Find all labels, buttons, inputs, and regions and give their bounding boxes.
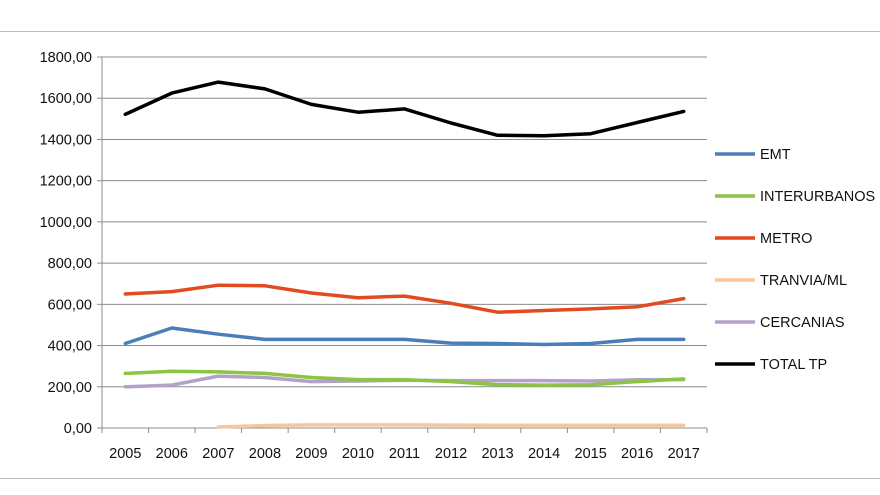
series-line-tranvia-ml	[216, 423, 686, 429]
y-tick-label: 800,00	[48, 256, 92, 272]
y-tick-label: 1600,00	[40, 91, 92, 107]
y-tick-label: 0,00	[64, 421, 92, 437]
series-line-total-tp	[123, 80, 686, 138]
x-tick-label: 2012	[435, 446, 467, 462]
legend-label-interurbanos: INTERURBANOS	[760, 189, 875, 205]
x-tick-label: 2007	[202, 446, 234, 462]
series-lines	[123, 80, 686, 429]
y-tick-label: 1400,00	[40, 132, 92, 148]
legend-label-total-tp: TOTAL TP	[760, 357, 827, 373]
legend-label-emt: EMT	[760, 147, 791, 163]
y-tick-label: 1800,00	[40, 50, 92, 66]
x-tick-label: 2013	[481, 446, 513, 462]
series-line-metro	[123, 283, 686, 314]
x-tick-label: 2011	[389, 446, 420, 462]
y-tick-label: 1200,00	[40, 174, 92, 190]
y-tick-labels: 0,00 200,00 400,00 600,00 800,00 1000,00 1200,…	[40, 50, 92, 437]
y-tick-label: 1000,00	[40, 215, 92, 231]
line-chart: 0,00 200,00 400,00 600,00 800,00 1000,00 1200,…	[40, 50, 876, 462]
x-tick-label: 2010	[342, 446, 374, 462]
gridlines	[102, 56, 707, 388]
x-tick-label: 2016	[621, 446, 653, 462]
x-tick-label: 2006	[156, 446, 188, 462]
x-tick-label: 2017	[668, 446, 700, 462]
y-tick-label: 400,00	[48, 339, 92, 355]
x-tick-labels: 2005 2006 2007 2008 2009 2010 2011 2012 2013 2014…	[109, 446, 700, 462]
chart-frame: 0,00 200,00 400,00 600,00 800,00 1000,00 1200,…	[0, 31, 880, 479]
y-tick-label: 600,00	[48, 297, 92, 313]
x-tick-label: 2009	[295, 446, 327, 462]
x-tick-label: 2015	[575, 446, 607, 462]
x-tick-label: 2008	[249, 446, 281, 462]
y-tick-label: 200,00	[48, 380, 92, 396]
x-tick-label: 2005	[109, 446, 141, 462]
legend-label-metro: METRO	[760, 231, 812, 247]
legend-label-cercanias: CERCANIAS	[760, 315, 845, 331]
legend: EMT INTERURBANOS METRO TRANVIA/ML CERCANIAS T…	[715, 147, 875, 373]
series-line-interurbanos	[123, 369, 686, 387]
series-line-emt	[123, 326, 686, 347]
x-tick-label: 2014	[528, 446, 560, 462]
legend-label-tranvia-ml: TRANVIA/ML	[760, 273, 847, 289]
axes	[97, 56, 708, 433]
